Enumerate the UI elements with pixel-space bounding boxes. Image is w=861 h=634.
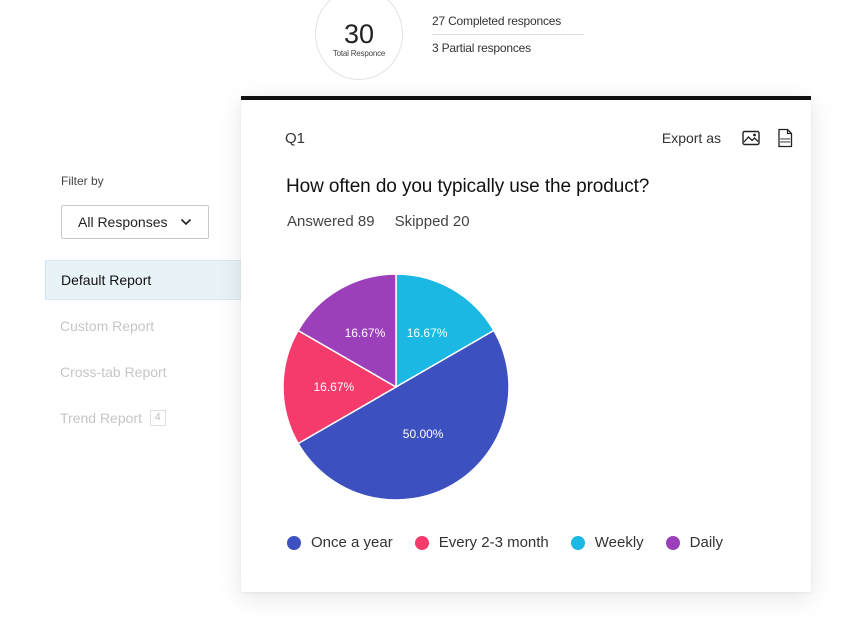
legend-label: Daily — [689, 534, 724, 551]
response-pie-chart: 16.67% 50.00% 16.67% 16.67% — [282, 273, 510, 501]
chevron-down-icon — [180, 216, 192, 228]
sidebar-item-trend-report[interactable]: Trend Report 4 — [45, 398, 245, 438]
question-stats: Answered 89 Skipped 20 — [287, 213, 470, 230]
chart-legend: Once a year Every 2-3 month Weekly Daily — [287, 534, 723, 551]
pie-slice-once-a-year[interactable] — [297, 329, 510, 501]
legend-label: Weekly — [594, 534, 644, 551]
total-response-circle: 30 Total Responce — [315, 0, 403, 80]
export-label: Export as — [661, 130, 721, 146]
export-controls: Export as — [662, 128, 795, 148]
pie-slice-every-2-3-month[interactable] — [282, 329, 398, 445]
legend-item-once-a-year[interactable]: Once a year — [287, 534, 393, 551]
pie-slice-label: 16.67% — [407, 326, 448, 340]
legend-dot — [414, 535, 429, 550]
legend-dot — [665, 535, 680, 550]
pie-slice-label: 50.00% — [403, 427, 444, 441]
legend-dot — [287, 535, 301, 550]
total-response-label: Total Responce — [332, 49, 386, 58]
legend-label: Once a year — [311, 534, 393, 551]
question-report-card: Q1 Export as How often do you typically … — [241, 96, 811, 592]
partial-responses: 3 Partial responces — [432, 41, 531, 55]
pie-slice-weekly[interactable] — [395, 273, 495, 389]
completed-responses: 27 Completed responces — [432, 13, 584, 35]
question-title: How often do you typically use the produ… — [286, 176, 650, 197]
sidebar-item-label: Default Report — [61, 272, 152, 288]
image-icon[interactable] — [741, 128, 761, 148]
legend-label: Every 2-3 month — [438, 534, 549, 551]
sidebar-item-cross-tab-report[interactable]: Cross-tab Report — [45, 352, 245, 392]
total-response-count: 30 — [343, 19, 375, 49]
filter-dropdown[interactable]: All Responses — [61, 205, 209, 239]
response-breakdown: 27 Completed responces 3 Partial responc… — [432, 13, 584, 62]
filter-dropdown-value: All Responses — [78, 214, 168, 230]
pdf-icon[interactable] — [775, 128, 795, 148]
legend-item-every-2-3-month[interactable]: Every 2-3 month — [414, 534, 549, 551]
pie-slice-label: 16.67% — [313, 380, 354, 394]
answered-count: Answered 89 — [287, 213, 375, 230]
skipped-count: Skipped 20 — [394, 213, 470, 230]
sidebar-item-custom-report[interactable]: Custom Report — [45, 306, 245, 346]
sidebar-item-label: Cross-tab Report — [60, 364, 167, 380]
sidebar-item-label: Trend Report — [60, 410, 142, 426]
legend-dot — [570, 535, 585, 550]
trend-report-count-badge: 4 — [149, 410, 166, 426]
pie-slice-label: 16.67% — [345, 326, 386, 340]
legend-item-weekly[interactable]: Weekly — [570, 534, 644, 551]
pie-slice-daily[interactable] — [297, 273, 397, 389]
legend-item-daily[interactable]: Daily — [665, 534, 724, 551]
filter-label: Filter by — [61, 174, 104, 188]
sidebar-item-label: Custom Report — [60, 318, 155, 334]
sidebar-item-default-report[interactable]: Default Report — [45, 260, 245, 300]
question-number: Q1 — [285, 130, 306, 147]
